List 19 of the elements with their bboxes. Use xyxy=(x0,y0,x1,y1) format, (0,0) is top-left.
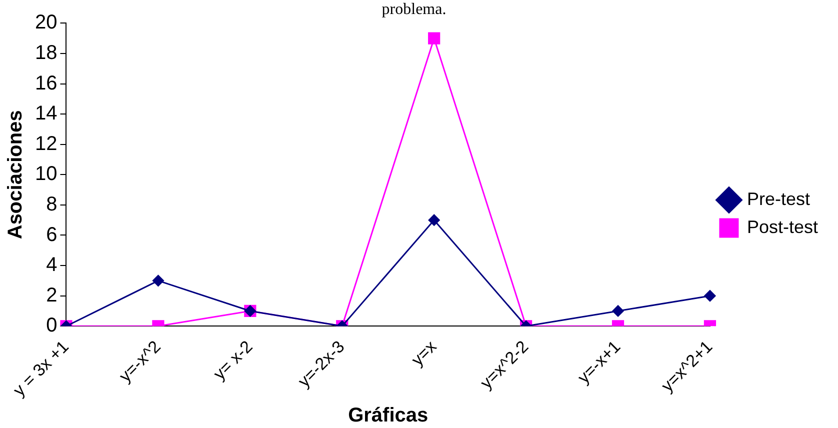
y-tick-label: 10 xyxy=(34,163,58,186)
y-tick-label: 6 xyxy=(46,224,58,246)
x-axis-title: Gráficas xyxy=(348,404,428,427)
legend-label: Post-test xyxy=(746,216,818,237)
x-tick-label: y = 3x +1 xyxy=(10,337,72,400)
y-tick-label: 2 xyxy=(46,284,58,306)
y-tick-label: 12 xyxy=(34,132,58,155)
y-tick-label: 18 xyxy=(34,42,58,64)
y-axis-title: Asociaciones xyxy=(4,110,27,240)
x-tick-label: y=x xyxy=(408,336,441,370)
x-tick-label: y= x-2 xyxy=(210,337,256,384)
chart-title: problema. xyxy=(382,0,446,18)
legend-label: Pre-test xyxy=(746,188,810,209)
y-tick-label: 20 xyxy=(34,12,58,34)
y-tick-label: 16 xyxy=(34,72,58,94)
y-tick-label: 4 xyxy=(46,254,58,276)
y-tick-label: 8 xyxy=(46,193,58,216)
y-tick-label: 14 xyxy=(34,102,58,125)
y-tick-label: 0 xyxy=(46,314,58,337)
